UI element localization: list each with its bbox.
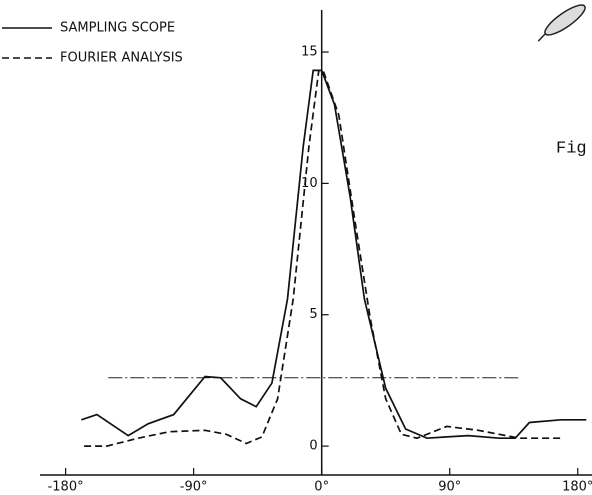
y-tick-label: 15 (301, 45, 318, 60)
x-tick-label: 180° (562, 480, 592, 495)
y-tick-label: 0 (309, 439, 317, 454)
pen-icon (537, 4, 586, 42)
series-line (81, 69, 587, 440)
y-tick-label: 10 (301, 176, 318, 191)
series-line (84, 69, 561, 447)
y-tick-label: 5 (309, 307, 317, 322)
legend-label: FOURIER ANALYSIS (60, 51, 183, 66)
x-tick-label: 0° (314, 480, 329, 495)
legend-label: SAMPLING SCOPE (60, 21, 175, 36)
x-tick-label: -180° (48, 480, 84, 495)
x-tick-label: 90° (438, 480, 461, 495)
x-tick-label: -90° (180, 480, 208, 495)
annotation: Fig (556, 139, 587, 158)
